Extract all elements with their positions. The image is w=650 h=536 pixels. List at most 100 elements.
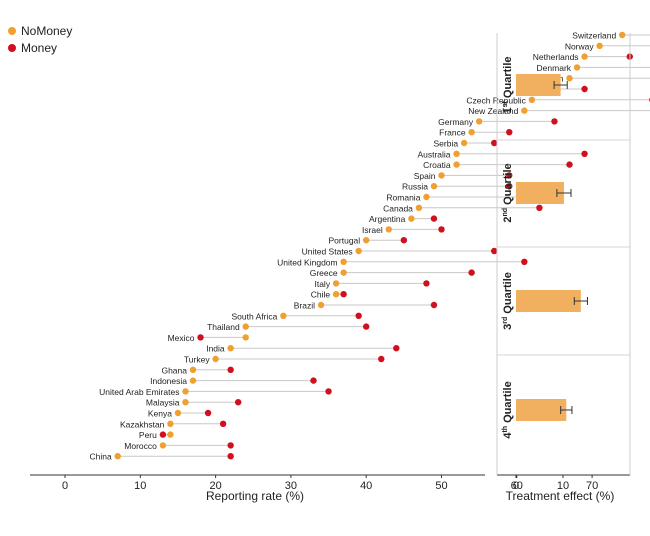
nomoney-point bbox=[355, 247, 362, 255]
dot-row-south-africa: South Africa bbox=[232, 311, 362, 321]
nomoney-point bbox=[460, 139, 468, 147]
dot-row-italy: Italy bbox=[314, 279, 430, 289]
country-label: Netherlands bbox=[533, 52, 579, 62]
dot-row-argentina: Argentina bbox=[369, 214, 438, 224]
nomoney-point bbox=[189, 366, 197, 373]
country-label: Kenya bbox=[148, 409, 172, 419]
nomoney-point bbox=[596, 42, 603, 49]
nomoney-point bbox=[363, 237, 370, 244]
bar-plot-x-axis-label: Treatment effect (%) bbox=[506, 489, 615, 503]
money-point bbox=[438, 226, 445, 233]
dot-x-tick-label: 30 bbox=[285, 480, 297, 492]
country-label: Italy bbox=[314, 279, 330, 289]
dot-row-thailand: Thailand bbox=[207, 322, 370, 332]
country-label: South Africa bbox=[232, 311, 278, 321]
money-point bbox=[159, 431, 167, 438]
dot-row-spain: Spain bbox=[414, 171, 513, 181]
dot-x-tick-label: 40 bbox=[360, 480, 372, 492]
nomoney-point bbox=[174, 409, 182, 417]
dot-row-turkey: Turkey bbox=[184, 355, 385, 365]
country-label: Peru bbox=[139, 430, 157, 440]
country-label: Portugal bbox=[329, 236, 361, 246]
dot-plot-x-axis-label: Reporting rate (%) bbox=[206, 489, 304, 503]
money-point bbox=[227, 442, 234, 449]
dot-row-new-zealand: New Zealand bbox=[468, 106, 650, 116]
dot-row-united-arab-emirates: United Arab Emirates bbox=[99, 387, 332, 397]
money-point bbox=[536, 204, 543, 211]
quartile-4-group: 4th Quartile bbox=[502, 381, 573, 439]
country-label: China bbox=[89, 452, 111, 462]
legend-money-label: Money bbox=[21, 41, 57, 55]
money-point bbox=[468, 269, 475, 276]
money-point bbox=[363, 323, 370, 330]
nomoney-point bbox=[167, 431, 174, 438]
money-point bbox=[551, 118, 558, 125]
country-label: Turkey bbox=[184, 355, 210, 365]
money-point bbox=[491, 139, 498, 147]
nomoney-point bbox=[189, 377, 197, 384]
nomoney-point bbox=[521, 107, 528, 114]
money-point bbox=[393, 345, 400, 352]
money-point bbox=[566, 161, 573, 168]
country-label: Chile bbox=[311, 290, 331, 300]
nomoney-point bbox=[182, 399, 189, 406]
country-label: Malaysia bbox=[146, 398, 180, 408]
money-point bbox=[219, 420, 227, 427]
dot-row-australia: Australia bbox=[417, 149, 588, 159]
nomoney-point bbox=[475, 118, 483, 125]
dot-row-kazakhstan: Kazakhstan bbox=[120, 419, 227, 429]
money-point bbox=[430, 215, 438, 222]
nomoney-point bbox=[212, 355, 219, 363]
country-label: Ghana bbox=[161, 365, 187, 375]
dot-row-croatia: Croatia bbox=[423, 160, 573, 170]
dot-row-russia: Russia bbox=[402, 182, 513, 192]
treatment-effect-bar bbox=[516, 399, 567, 421]
bar-x-tick-label: 10 bbox=[557, 480, 569, 492]
nomoney-point bbox=[242, 323, 249, 330]
nomoney-point bbox=[340, 258, 347, 265]
dot-plot-rows: SwitzerlandNorwayNetherlandsDenmarkSwede… bbox=[89, 31, 650, 462]
dot-x-tick-label: 10 bbox=[134, 480, 146, 492]
country-label: Israel bbox=[362, 225, 383, 235]
dot-x-tick-label: 60 bbox=[511, 480, 523, 492]
treatment-effect-bar bbox=[516, 290, 581, 312]
dot-row-israel: Israel bbox=[362, 225, 445, 235]
nomoney-point bbox=[159, 442, 167, 449]
country-label: India bbox=[206, 344, 225, 354]
nomoney-point bbox=[332, 291, 340, 298]
nomoney-point bbox=[332, 280, 340, 287]
money-point bbox=[423, 280, 430, 287]
treatment-effect-bar bbox=[516, 74, 561, 96]
quartile-label: 4th Quartile bbox=[502, 381, 514, 438]
dot-row-netherlands: Netherlands bbox=[533, 52, 633, 62]
country-label: Russia bbox=[402, 182, 428, 192]
nomoney-point bbox=[619, 31, 626, 39]
quartile-3-group: 3rd Quartile bbox=[502, 272, 588, 330]
dot-row-morocco: Morocco bbox=[124, 441, 234, 451]
nomoney-point bbox=[453, 150, 460, 157]
legend: NoMoney Money bbox=[8, 24, 72, 55]
dot-x-tick-label: 50 bbox=[435, 480, 447, 492]
money-point bbox=[355, 312, 362, 319]
nomoney-point bbox=[423, 193, 430, 201]
nomoney-point bbox=[242, 334, 249, 341]
dot-row-mexico: Mexico bbox=[168, 333, 249, 343]
legend-nomoney-label: NoMoney bbox=[21, 24, 72, 38]
nomoney-point bbox=[182, 388, 189, 395]
quartile-label: 3rd Quartile bbox=[502, 272, 514, 330]
money-point bbox=[521, 258, 528, 265]
nomoney-point bbox=[317, 301, 325, 309]
dot-row-chile: Chile bbox=[311, 290, 347, 300]
country-label: Mexico bbox=[168, 333, 195, 343]
nomoney-point bbox=[581, 53, 588, 60]
quartile-label: 1st Quartile bbox=[502, 57, 514, 114]
dot-row-brazil: Brazil bbox=[294, 301, 438, 311]
money-point bbox=[227, 366, 234, 373]
country-label: Argentina bbox=[369, 214, 406, 224]
money-point bbox=[227, 453, 234, 460]
country-label: Greece bbox=[310, 268, 338, 278]
country-label: Czech Republic bbox=[466, 95, 526, 105]
nomoney-point bbox=[566, 75, 573, 82]
country-label: Thailand bbox=[207, 322, 240, 332]
